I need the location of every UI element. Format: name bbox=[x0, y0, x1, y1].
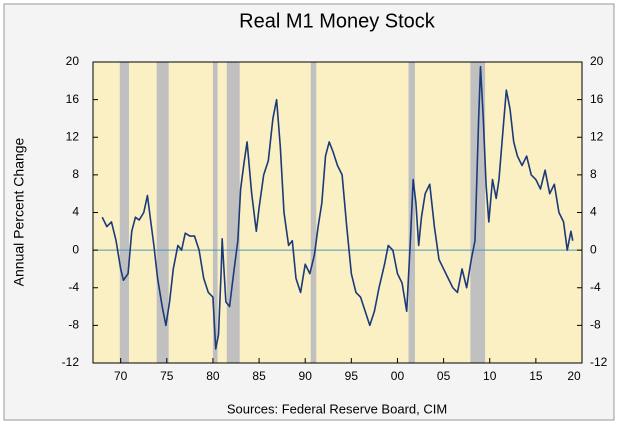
y-tick-label: 8 bbox=[72, 167, 79, 181]
x-tick-label: 75 bbox=[160, 369, 174, 383]
x-tick-label: 05 bbox=[437, 369, 451, 383]
data-line bbox=[101, 65, 574, 350]
plot-area bbox=[93, 62, 582, 363]
recession-shade bbox=[226, 62, 240, 363]
chart-title: Real M1 Money Stock bbox=[239, 10, 436, 32]
x-tick-label: 85 bbox=[252, 369, 266, 383]
source: Sources: Federal Reserve Board, CIM bbox=[227, 401, 447, 416]
y2-tick-label: 0 bbox=[590, 242, 597, 256]
y-axis-label: Annual Percent Change bbox=[11, 137, 27, 286]
recession-shade bbox=[310, 62, 317, 363]
x-tick-label: 20 bbox=[567, 369, 581, 383]
y-tick-label: 0 bbox=[72, 242, 79, 256]
y-tick-label: 20 bbox=[66, 54, 80, 68]
y2-tick-label: -8 bbox=[590, 318, 601, 332]
recession-shade bbox=[119, 62, 129, 363]
y-tick-label: -8 bbox=[68, 318, 79, 332]
y2-tick-label: 8 bbox=[590, 167, 597, 181]
recession-shade bbox=[212, 62, 218, 363]
x-tick-label: 00 bbox=[391, 369, 405, 383]
y2-tick-label: 4 bbox=[590, 205, 597, 219]
y2-tick-label: 16 bbox=[590, 92, 604, 106]
y-tick-label: 4 bbox=[72, 205, 79, 219]
x-tick-label: 80 bbox=[206, 369, 220, 383]
x-tick-label: 90 bbox=[299, 369, 313, 383]
x-tick-label: 10 bbox=[483, 369, 497, 383]
y-tick-label: 12 bbox=[66, 129, 80, 143]
y2-tick-label: -4 bbox=[590, 280, 601, 294]
y-tick-label: 16 bbox=[66, 92, 80, 106]
y2-tick-label: -12 bbox=[590, 355, 608, 369]
recession-shade bbox=[470, 62, 486, 363]
recession-shade bbox=[156, 62, 169, 363]
x-tick-label: 70 bbox=[114, 369, 128, 383]
x-tick-label: 95 bbox=[345, 369, 359, 383]
y-tick-label: -12 bbox=[62, 355, 80, 369]
y-tick-label: -4 bbox=[68, 280, 79, 294]
y2-tick-label: 20 bbox=[590, 54, 604, 68]
x-tick-label: 15 bbox=[529, 369, 543, 383]
y2-tick-label: 12 bbox=[590, 129, 604, 143]
